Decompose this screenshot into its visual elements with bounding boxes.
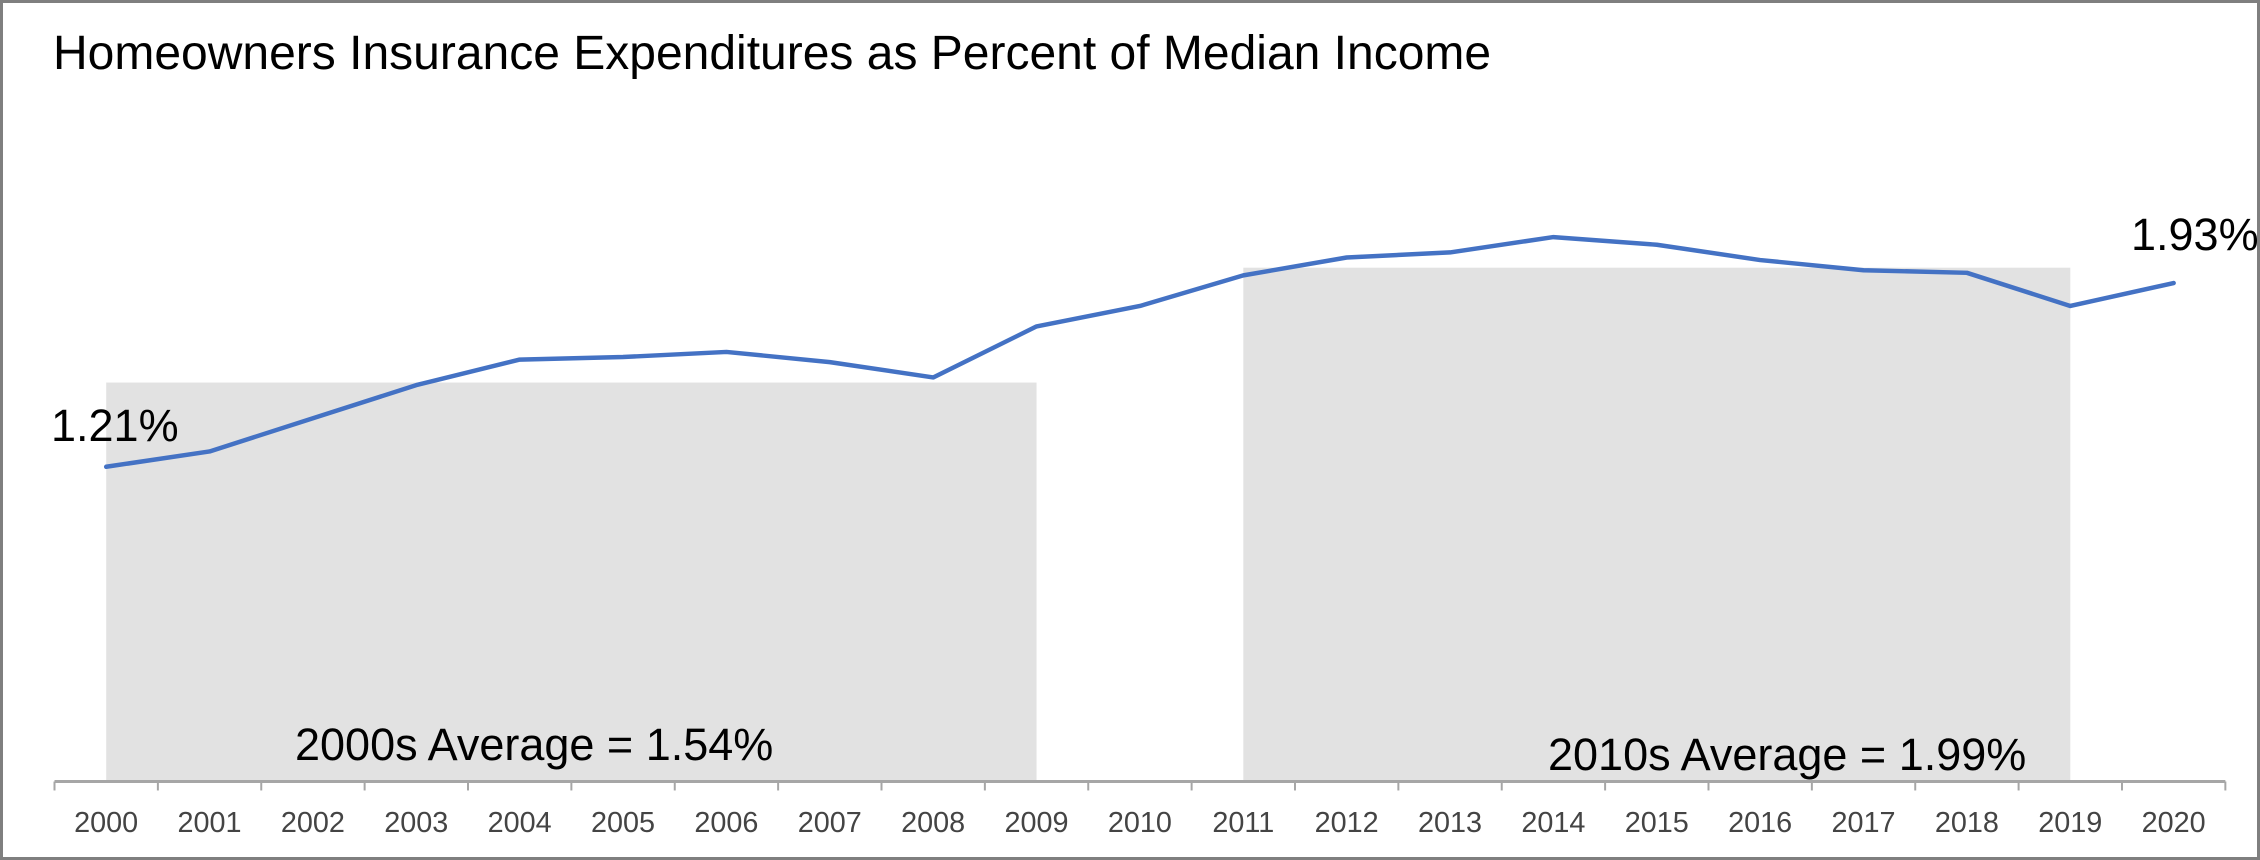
x-axis-year-label: 2007 <box>798 807 862 839</box>
x-axis-year-label: 2001 <box>178 807 242 839</box>
x-axis-year-label: 2005 <box>591 807 655 839</box>
x-axis-year-label: 2011 <box>1212 807 1274 839</box>
x-axis-year-label: 2002 <box>281 807 345 839</box>
x-axis-year-label: 2009 <box>1005 807 1069 839</box>
end-value-label: 1.93% <box>2131 209 2259 260</box>
x-axis-year-label: 2000 <box>74 807 138 839</box>
band-label-2000s-average: 2000s Average = 1.54% <box>295 719 774 770</box>
x-axis-year-label: 2014 <box>1521 807 1585 839</box>
start-value-label: 1.21% <box>51 400 179 451</box>
x-axis-year-label: 2017 <box>1832 807 1896 839</box>
x-axis-year-label: 2019 <box>2038 807 2102 839</box>
decade-average-band-2000s <box>106 382 1037 782</box>
x-axis-year-label: 2006 <box>694 807 758 839</box>
x-axis-year-label: 2004 <box>488 807 552 839</box>
expenditure-line <box>103 234 2176 470</box>
x-axis-year-label: 2020 <box>2142 807 2206 839</box>
chart-title: Homeowners Insurance Expenditures as Per… <box>53 27 1492 80</box>
x-axis-year-label: 2008 <box>901 807 965 839</box>
x-axis-year-label: 2013 <box>1418 807 1482 839</box>
x-axis-year-label: 2015 <box>1625 807 1689 839</box>
x-axis-year-label: 2012 <box>1315 807 1379 839</box>
x-axis-year-label: 2016 <box>1728 807 1792 839</box>
x-axis-year-label: 2018 <box>1935 807 1999 839</box>
decade-average-band-2011s <box>1243 267 2071 782</box>
x-axis-year-label: 2010 <box>1108 807 1172 839</box>
plot-area: 2000 2001 2002 2003 2004 2005 2006 2007 2008 2009… <box>53 234 2227 839</box>
band-label-2010s-average: 2010s Average = 1.99% <box>1548 729 2027 780</box>
x-axis-year-label: 2003 <box>384 807 448 839</box>
